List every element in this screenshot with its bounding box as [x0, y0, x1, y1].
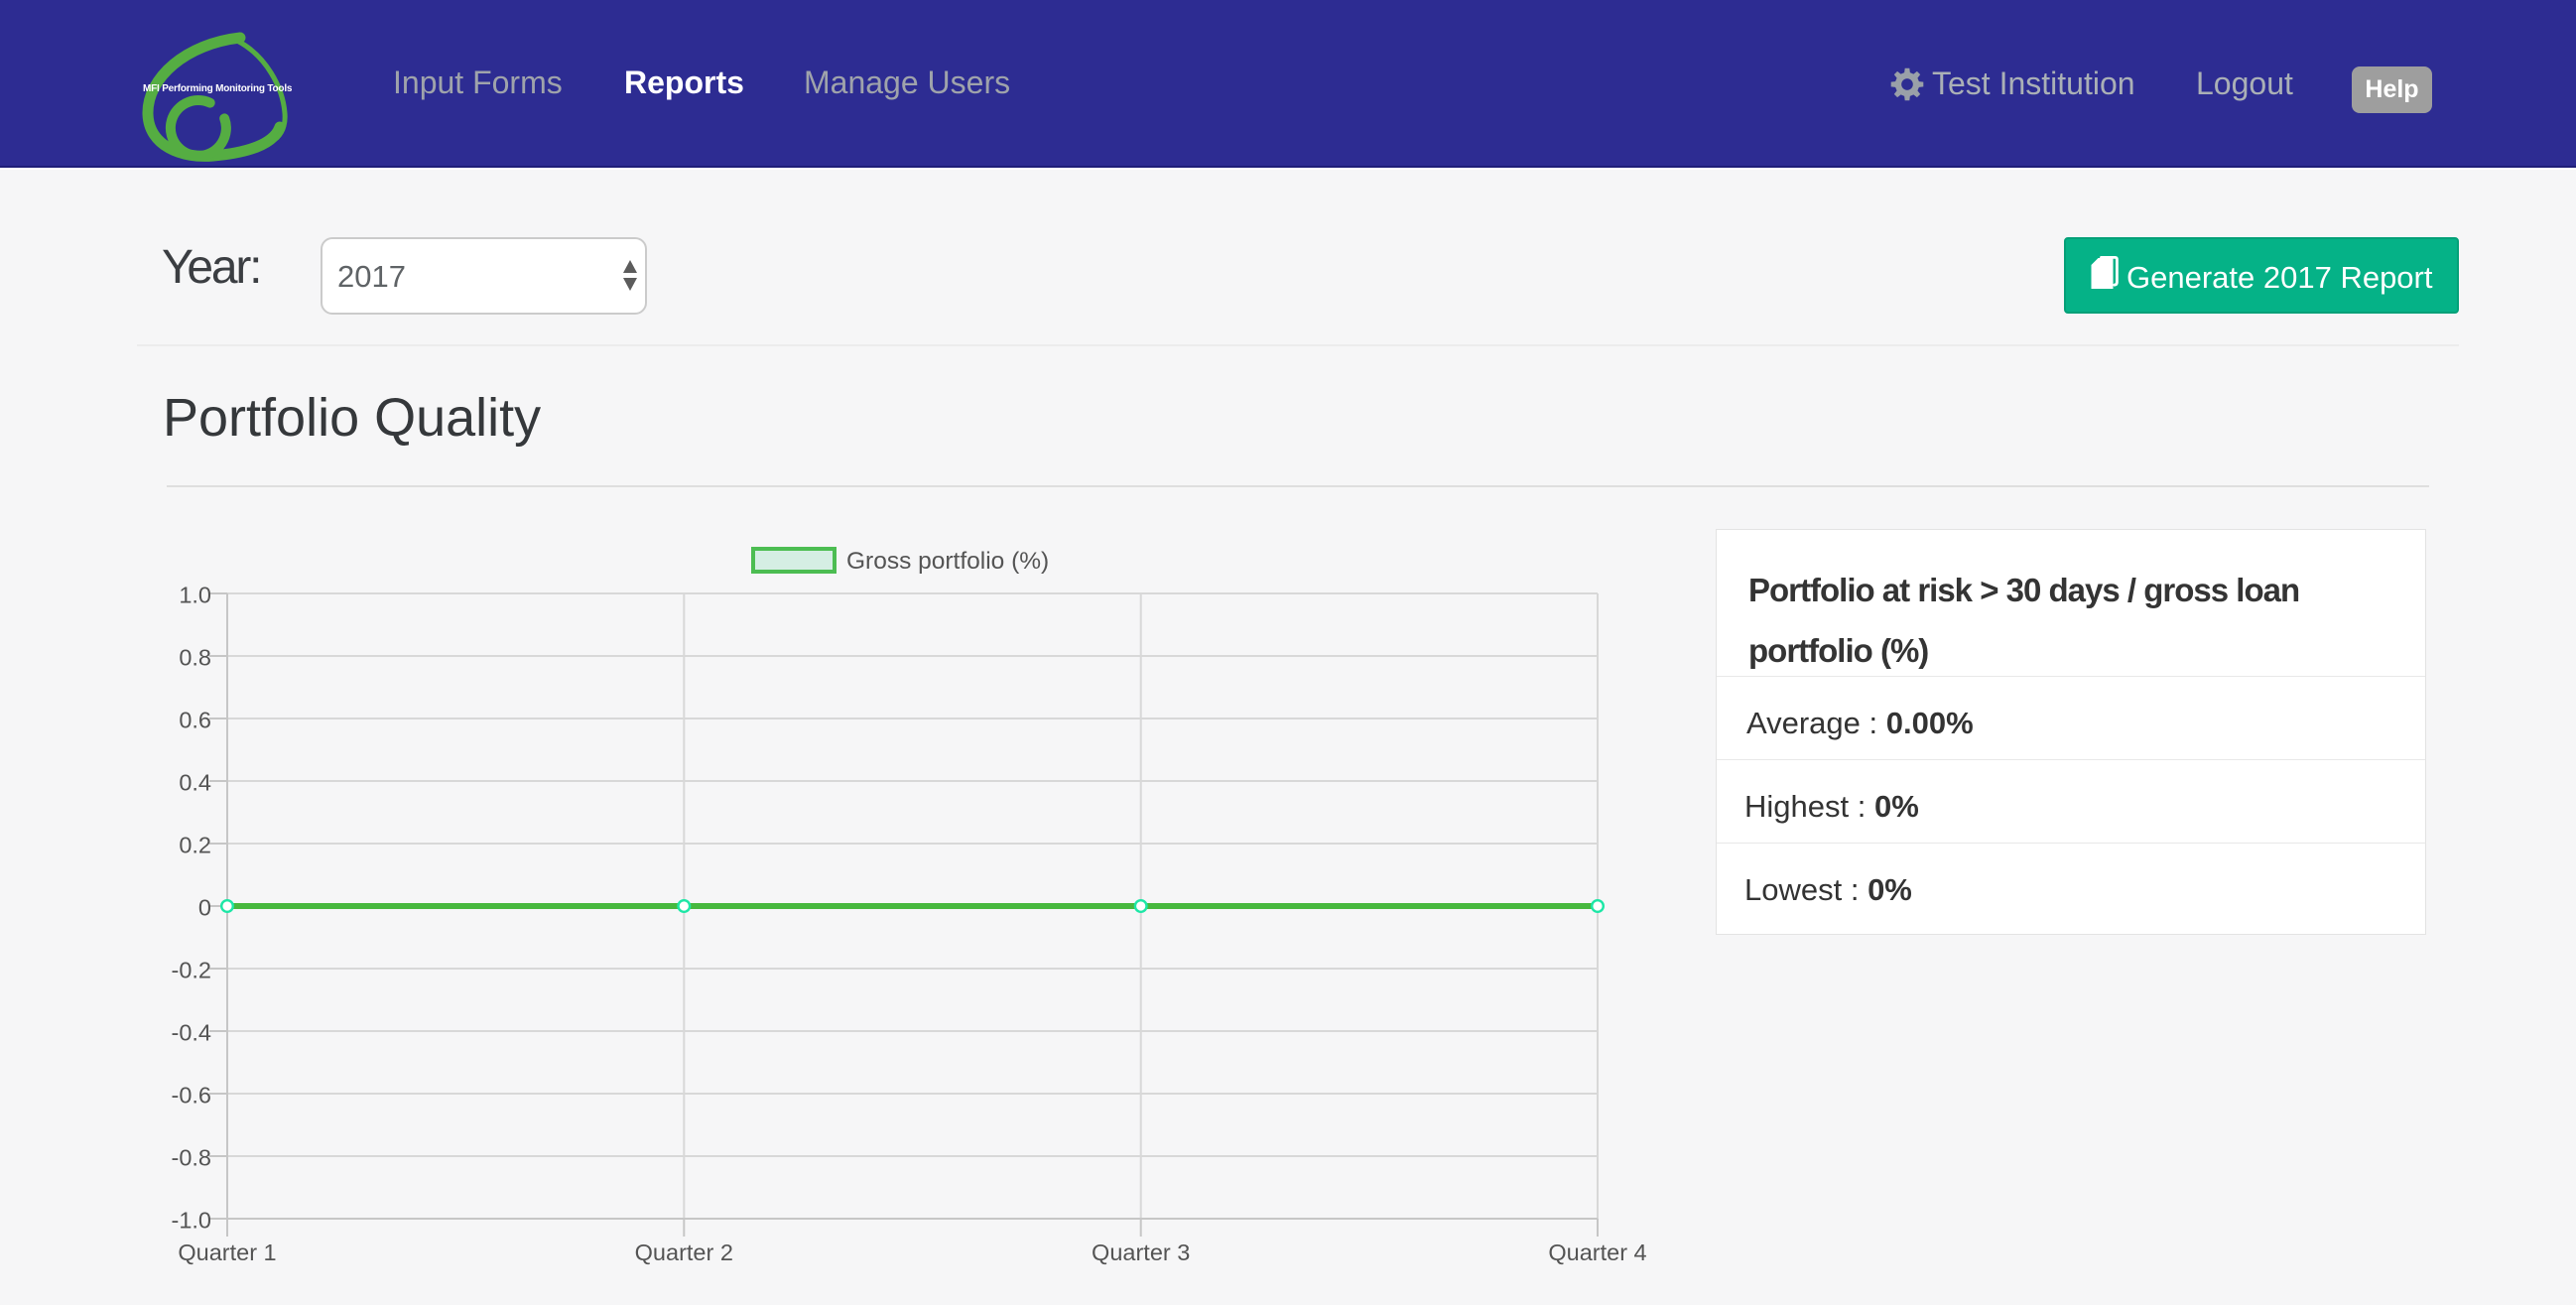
svg-text:1.0: 1.0 — [179, 583, 211, 608]
svg-text:0.6: 0.6 — [179, 708, 211, 733]
svg-text:0.4: 0.4 — [179, 770, 211, 796]
svg-text:0.8: 0.8 — [179, 645, 211, 671]
svg-text:0.2: 0.2 — [179, 833, 211, 858]
svg-text:0: 0 — [198, 895, 211, 921]
svg-text:-0.2: -0.2 — [172, 958, 212, 983]
svg-text:Quarter 1: Quarter 1 — [178, 1240, 276, 1265]
svg-text:-0.8: -0.8 — [172, 1145, 212, 1171]
svg-text:Quarter 2: Quarter 2 — [635, 1240, 733, 1265]
svg-text:-1.0: -1.0 — [172, 1208, 212, 1234]
svg-text:Quarter 3: Quarter 3 — [1092, 1240, 1190, 1265]
svg-text:-0.4: -0.4 — [172, 1020, 212, 1046]
svg-text:-0.6: -0.6 — [172, 1083, 212, 1109]
svg-text:Quarter 4: Quarter 4 — [1548, 1240, 1646, 1265]
